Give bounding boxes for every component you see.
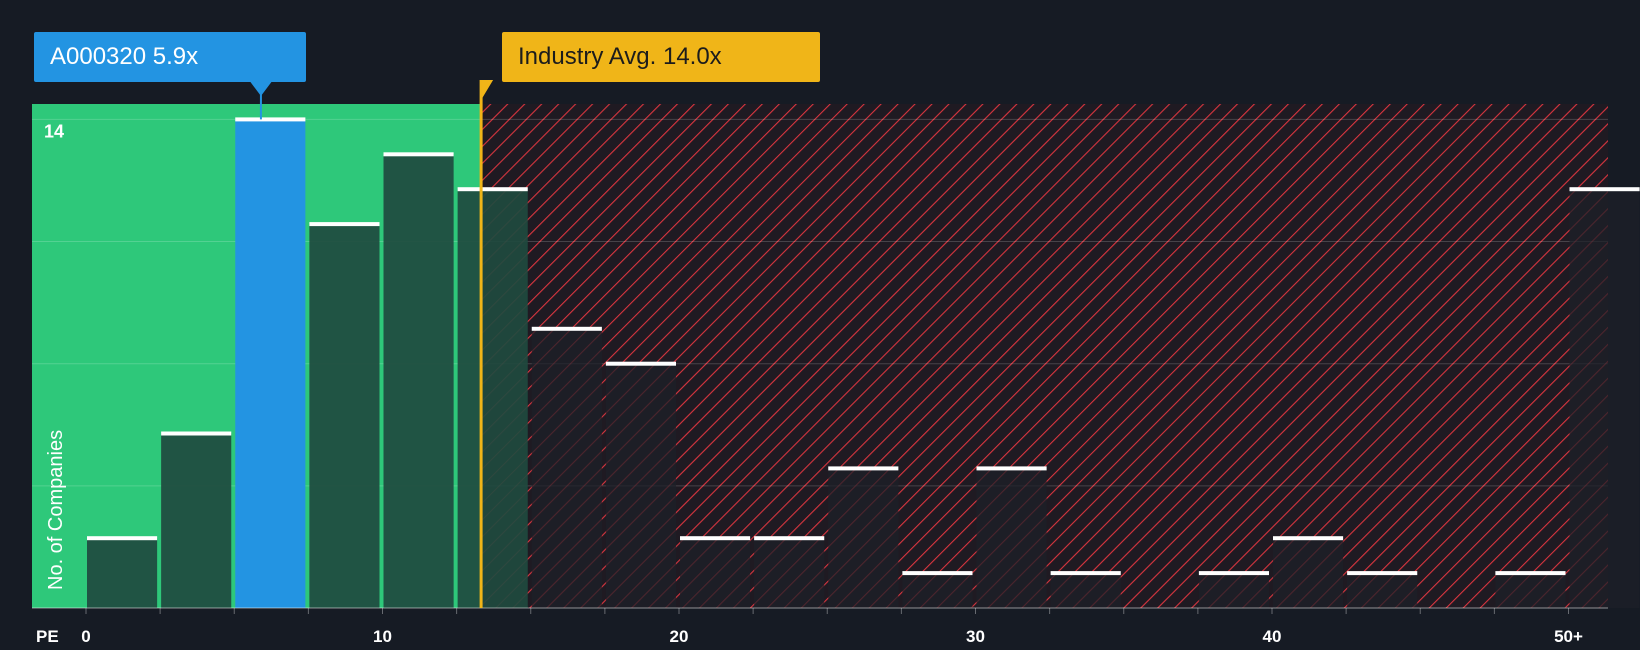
bar-cap-5 (457, 187, 528, 192)
histogram-bar-17 (1347, 573, 1418, 608)
company-callout-pointer (248, 80, 273, 96)
histogram-bar-3 (309, 224, 380, 608)
histogram-bar-1 (161, 433, 232, 608)
x-tick-label-0: 0 (81, 627, 90, 646)
bar-cap-6 (531, 326, 602, 331)
x-tick-label-2: 20 (670, 627, 689, 646)
y-axis-title: No. of Companies (45, 430, 67, 590)
histogram-bar-4 (383, 154, 454, 609)
histogram-bar-5 (457, 189, 528, 608)
histogram-bar-20 (1569, 189, 1640, 608)
bar-cap-3 (309, 222, 380, 227)
x-tick-label-5: 50+ (1554, 627, 1583, 646)
bar-cap-17 (1347, 571, 1418, 576)
bar-cap-8 (680, 536, 751, 541)
x-tick-label-4: 40 (1263, 627, 1282, 646)
histogram-bar-0 (87, 538, 158, 608)
industry-callout-pointer (481, 80, 494, 100)
bar-cap-0 (87, 536, 158, 541)
histogram-bar-8 (680, 538, 751, 608)
histogram-bar-19 (1495, 573, 1566, 608)
histogram-bar-7 (605, 363, 676, 608)
histogram-bar-2 (235, 119, 306, 609)
histogram-bar-15 (1198, 573, 1269, 608)
bar-cap-4 (383, 152, 454, 157)
histogram-bar-9 (754, 538, 825, 608)
bar-cap-10 (828, 466, 899, 471)
histogram-bar-13 (1050, 573, 1121, 608)
bar-cap-7 (605, 361, 676, 366)
x-tick-label-3: 30 (966, 627, 985, 646)
industry-avg-callout: Industry Avg. 14.0x (502, 32, 820, 82)
bar-cap-15 (1198, 571, 1269, 576)
histogram-bar-6 (531, 328, 602, 608)
bar-cap-20 (1569, 187, 1640, 192)
x-tick-label-1: 10 (373, 627, 392, 646)
x-axis-title: PE (36, 627, 59, 646)
bar-cap-19 (1495, 571, 1566, 576)
bar-cap-9 (754, 536, 825, 541)
histogram-bar-11 (902, 573, 973, 608)
bar-cap-13 (1050, 571, 1121, 576)
bar-cap-11 (902, 571, 973, 576)
bar-cap-1 (161, 431, 232, 436)
histogram-bar-16 (1273, 538, 1344, 608)
bar-cap-16 (1273, 536, 1344, 541)
bar-cap-2 (235, 117, 306, 122)
company-pe-callout: A000320 5.9x (34, 32, 306, 82)
histogram-bar-12 (976, 468, 1047, 608)
bar-cap-12 (976, 466, 1047, 471)
histogram-bar-10 (828, 468, 899, 608)
y-tick-label-0: 14 (44, 121, 64, 141)
